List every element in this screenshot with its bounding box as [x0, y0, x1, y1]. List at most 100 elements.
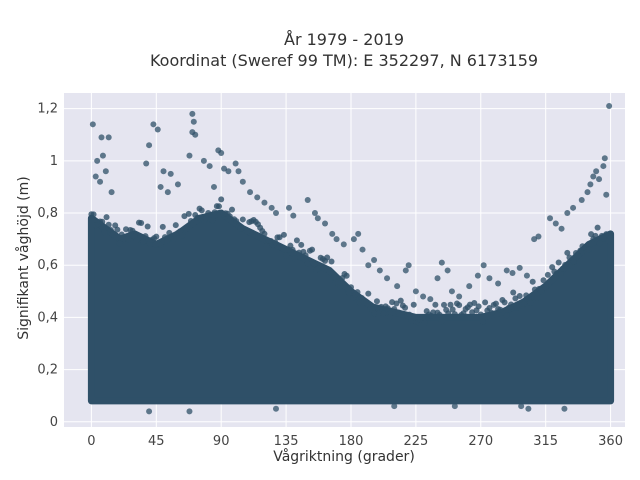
data-point [466, 283, 473, 290]
data-point [244, 228, 251, 235]
data-point [225, 168, 232, 175]
data-point [205, 210, 212, 217]
data-points [89, 103, 613, 415]
data-point [587, 181, 594, 188]
data-point [194, 214, 201, 221]
data-point [232, 160, 239, 167]
data-point [146, 408, 153, 415]
x-tick-label: 360 [598, 434, 623, 449]
data-point [153, 233, 160, 240]
data-point [89, 121, 96, 128]
data-point [527, 299, 534, 306]
data-point [503, 312, 510, 319]
data-point [384, 305, 391, 312]
data-point [150, 121, 157, 128]
data-point [386, 314, 393, 321]
data-point [553, 270, 560, 277]
data-point [436, 311, 443, 318]
data-point [355, 230, 362, 237]
data-point [547, 278, 554, 285]
data-point [192, 131, 199, 138]
data-point [477, 311, 484, 318]
data-point [174, 181, 181, 188]
data-point [474, 272, 481, 279]
data-point [480, 262, 487, 269]
data-point [492, 300, 499, 307]
y-axis-ticks: 0 0,2 0,4 0,6 0,8 1 1,2 [37, 102, 58, 430]
data-point [160, 168, 167, 175]
data-point [309, 246, 316, 253]
dense-point-band [87, 196, 615, 405]
data-point [405, 262, 412, 269]
data-point [159, 223, 166, 230]
data-point [402, 267, 409, 274]
data-point [157, 183, 164, 190]
x-tick-label: 225 [403, 434, 428, 449]
data-point [488, 309, 495, 316]
data-point [340, 241, 347, 248]
data-point [603, 191, 610, 198]
data-point [365, 262, 372, 269]
data-point [209, 217, 216, 224]
data-point [226, 213, 233, 220]
data-point [448, 288, 455, 295]
data-point [190, 118, 197, 125]
data-point [538, 288, 545, 295]
data-point [285, 204, 292, 211]
data-point [322, 220, 329, 227]
data-point [293, 237, 300, 244]
data-point [314, 215, 321, 222]
data-point [564, 210, 571, 217]
data-point [558, 225, 565, 232]
data-point [94, 157, 101, 164]
data-point [350, 236, 357, 243]
data-point [144, 223, 151, 230]
data-point [210, 183, 217, 190]
y-tick-label: 0,4 [37, 310, 58, 325]
y-tick-label: 0,2 [37, 363, 58, 378]
data-point [523, 272, 530, 279]
x-tick-label: 0 [87, 434, 95, 449]
data-point [272, 210, 279, 217]
data-point [451, 311, 458, 318]
data-point [540, 277, 547, 284]
data-point [311, 210, 318, 217]
data-point [198, 207, 205, 214]
data-point [237, 225, 244, 232]
data-point [186, 408, 193, 415]
data-point [326, 268, 333, 275]
data-point [564, 249, 571, 256]
data-point [272, 239, 279, 246]
data-point [105, 134, 112, 141]
data-point [380, 310, 387, 317]
data-point [345, 289, 352, 296]
data-point [395, 309, 402, 316]
data-point [164, 189, 171, 196]
data-point [557, 271, 564, 278]
data-point [397, 297, 404, 304]
data-point [391, 306, 398, 313]
y-tick-label: 0,6 [37, 258, 58, 273]
data-point [447, 301, 454, 308]
data-point [525, 295, 532, 302]
data-point [570, 258, 577, 265]
data-point [99, 218, 106, 225]
data-point [105, 221, 112, 228]
data-point [552, 220, 559, 227]
data-point [146, 142, 153, 149]
data-point [125, 236, 132, 243]
data-point [189, 110, 196, 117]
data-point [445, 310, 452, 317]
x-tick-label: 270 [468, 434, 493, 449]
data-point [373, 298, 380, 305]
data-point [333, 236, 340, 243]
data-point [298, 241, 305, 248]
data-point [280, 231, 287, 238]
data-point [534, 294, 541, 301]
data-point [359, 246, 366, 253]
data-point [179, 232, 186, 239]
data-point [164, 237, 171, 244]
data-point [101, 229, 108, 236]
data-point [365, 290, 372, 297]
